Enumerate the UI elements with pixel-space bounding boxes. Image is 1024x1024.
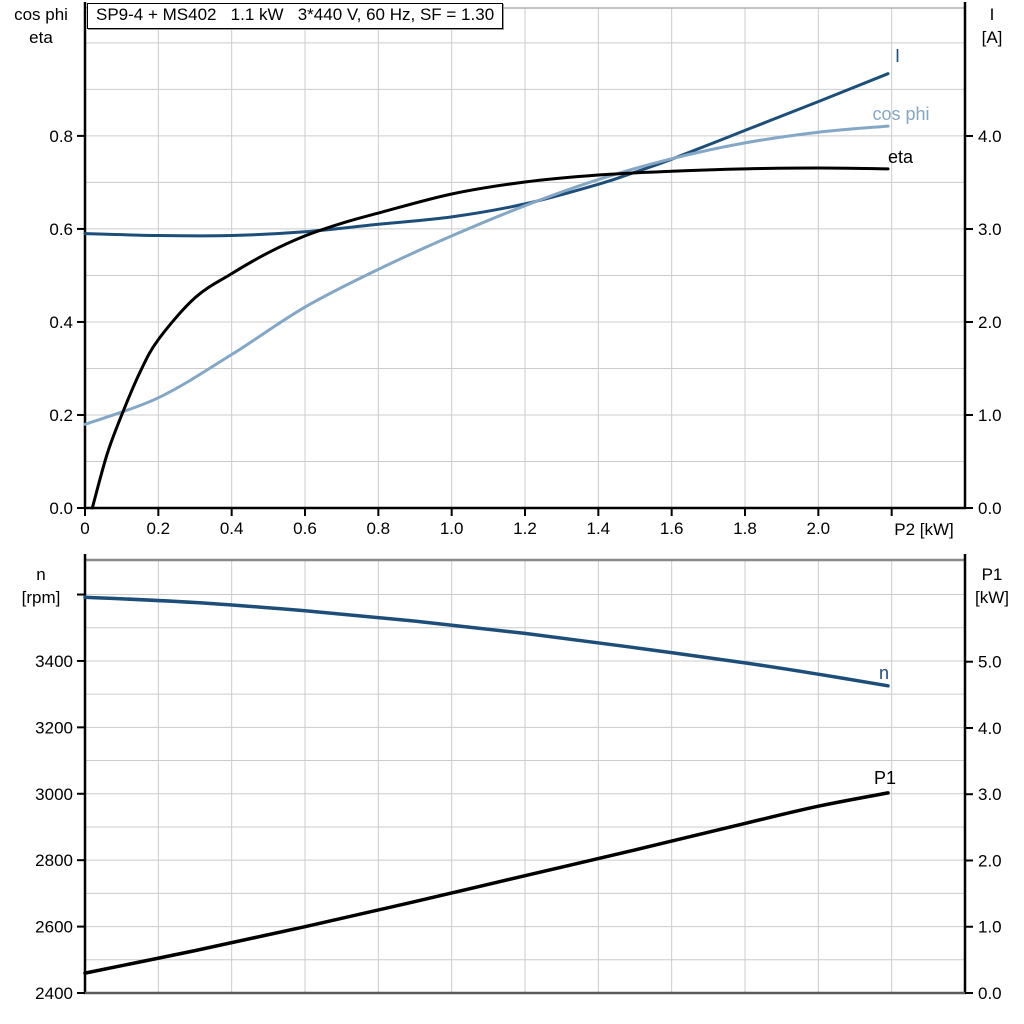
x-tick-label: 0.4 — [220, 519, 244, 538]
right-tick-label: 3.0 — [978, 220, 1002, 239]
eta-axis-label: eta — [29, 28, 53, 47]
bottom-right-axis-label: P1 [kW] — [960, 563, 1024, 609]
speed-axis-label: n — [36, 565, 46, 584]
speed-unit-label: [rpm] — [21, 588, 61, 607]
x-tick-label: 1.8 — [733, 519, 757, 538]
curve-label-current: I — [895, 46, 901, 66]
right-tick-label: 5.0 — [978, 653, 1002, 672]
curve-label-speed: n — [879, 663, 890, 683]
right-tick-label: 3.0 — [978, 785, 1002, 804]
curve-label-cosphi: cos phi — [872, 104, 930, 124]
x-tick-label: 2.0 — [807, 519, 831, 538]
left-tick-label: 3200 — [35, 718, 73, 737]
cosphi-axis-label: cos phi — [14, 5, 68, 24]
curve-label-power: P1 — [874, 768, 897, 788]
right-tick-label: 0.0 — [978, 499, 1002, 518]
x-tick-label: 0.6 — [293, 519, 317, 538]
right-tick-label: 4.0 — [978, 719, 1002, 738]
right-tick-label: 0.0 — [978, 984, 1002, 1003]
left-tick-label: 2800 — [35, 851, 73, 870]
top-left-axis-label: cos phi eta — [0, 3, 82, 49]
power-axis-label: P1 — [981, 565, 1003, 584]
right-tick-label: 1.0 — [978, 918, 1002, 937]
left-tick-label: 3000 — [35, 785, 73, 804]
x-tick-label: 1.6 — [660, 519, 684, 538]
chart-title: SP9-4 + MS402 1.1 kW 3*440 V, 60 Hz, SF … — [87, 3, 504, 29]
x-axis-label: P2 [kW] — [894, 520, 954, 539]
x-tick-label: 0.8 — [367, 519, 391, 538]
x-tick-label: 1.0 — [440, 519, 464, 538]
left-tick-label: 2400 — [35, 984, 73, 1003]
curve-n — [83, 595, 890, 688]
curve-I — [83, 72, 890, 238]
curve-cos-phi — [83, 124, 890, 426]
curve-eta — [90, 166, 890, 510]
right-tick-label: 2.0 — [978, 851, 1002, 870]
left-tick-label: 0.4 — [49, 313, 73, 332]
right-tick-label: 2.0 — [978, 313, 1002, 332]
left-tick-label: 0.8 — [49, 127, 73, 146]
left-tick-label: 2600 — [35, 918, 73, 937]
x-tick-label: 0.2 — [147, 519, 171, 538]
left-tick-label: 0.6 — [49, 220, 73, 239]
right-tick-label: 1.0 — [978, 406, 1002, 425]
power-unit-label: [kW] — [975, 588, 1009, 607]
x-tick-label: 1.4 — [587, 519, 611, 538]
left-tick-label: 0.2 — [49, 406, 73, 425]
curve-P1 — [83, 791, 890, 975]
top-right-axis-label: I [A] — [960, 3, 1024, 49]
current-unit-label: [A] — [981, 28, 1003, 47]
bottom-left-axis-label: n [rpm] — [0, 563, 82, 609]
right-tick-label: 4.0 — [978, 127, 1002, 146]
x-tick-label: 1.2 — [513, 519, 537, 538]
curve-label-eta: eta — [888, 147, 914, 167]
left-tick-label: 3400 — [35, 652, 73, 671]
left-tick-label: 0.0 — [49, 499, 73, 518]
x-tick-label: 0 — [80, 519, 89, 538]
current-axis-label: I — [989, 5, 995, 24]
